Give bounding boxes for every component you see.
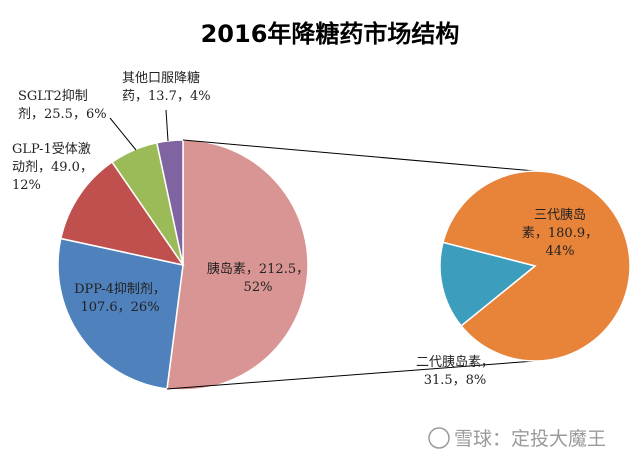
slice-三代胰岛素-label-line: 44% <box>546 244 575 259</box>
slice-二代胰岛素 <box>439 241 537 327</box>
slice-sglt2抑制剂-label-line: 剂，25.5，6% <box>18 107 107 122</box>
chart-title: 2016年降糖药市场结构 <box>201 20 460 48</box>
slice-glp-1受体激动剂-label-line: 动剂，49.0， <box>12 160 93 175</box>
slice-三代胰岛素-label: 三代胰岛素，180.9， 44% <box>522 207 598 259</box>
slice-其他口服降糖药-label: 其他口服降糖药，13.7，4% <box>122 70 211 104</box>
slice-dpp-4抑制剂-label: DPP-4抑制剂， 107.6，26% <box>74 282 166 315</box>
slice-其他口服降糖药 <box>155 139 184 266</box>
connector-line-top <box>182 139 536 172</box>
slice-其他口服降糖药-label-line: 药，13.7，4% <box>122 89 211 104</box>
slice-dpp-4抑制剂-label-line: 107.6，26% <box>80 300 159 315</box>
leader-line-sglt2 <box>109 117 137 151</box>
slice-二代胰岛素-label: 二代胰岛素， 31.5，8% <box>416 354 494 388</box>
slice-胰岛素-label: 胰岛素，212.5， 52% <box>207 261 309 295</box>
main-pie <box>57 139 309 391</box>
slice-三代胰岛素 <box>442 170 631 362</box>
connector-lines <box>166 139 536 390</box>
slice-dpp-4抑制剂 <box>57 237 184 390</box>
slice-胰岛素-label-line: 胰岛素，212.5， <box>207 261 309 277</box>
watermark-text: 雪球：定投大魔王 <box>454 428 606 450</box>
slice-sglt2抑制剂-label-line: SGLT2抑制 <box>18 89 88 104</box>
slice-sglt2抑制剂-label: SGLT2抑制剂，25.5，6% <box>18 89 107 122</box>
slice-胰岛素-label-line: 52% <box>244 280 273 295</box>
secondary-pie <box>439 170 631 362</box>
leader-line-other <box>165 109 169 142</box>
snowball-logo-icon <box>428 427 450 449</box>
slice-二代胰岛素-label-line: 31.5，8% <box>424 373 487 388</box>
watermark: 雪球：定投大魔王 <box>428 427 606 450</box>
connector-line-bottom <box>166 360 536 390</box>
slice-三代胰岛素-label-line: 素，180.9， <box>522 226 598 241</box>
slice-其他口服降糖药-label-line: 其他口服降糖 <box>122 70 200 86</box>
slice-labels: 胰岛素，212.5， 52% DPP-4抑制剂， 107.6，26% GLP-1受体激动… <box>12 70 598 388</box>
slice-glp-1受体激动剂 <box>59 161 185 267</box>
slice-三代胰岛素-label-line: 三代胰岛 <box>534 207 586 223</box>
slice-glp-1受体激动剂-label-line: 12% <box>12 178 41 193</box>
slice-二代胰岛素-label-line: 二代胰岛素， <box>416 354 494 370</box>
slice-glp-1受体激动剂-label-line: GLP-1受体激 <box>12 142 91 157</box>
slice-glp-1受体激动剂-label: GLP-1受体激动剂，49.0， 12% <box>12 142 93 193</box>
slice-dpp-4抑制剂-label-line: DPP-4抑制剂， <box>74 282 166 297</box>
slice-胰岛素 <box>166 139 309 391</box>
